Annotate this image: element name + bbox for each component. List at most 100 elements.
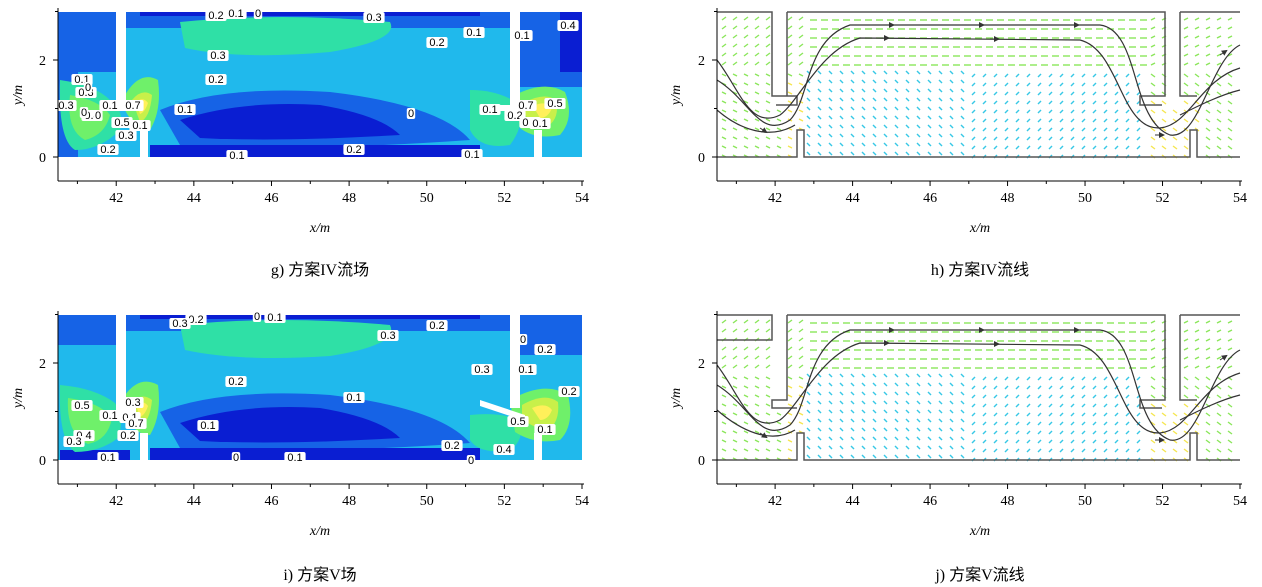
- x-tick-label: 48: [1001, 494, 1015, 509]
- flow-vector: [765, 364, 771, 369]
- flow-vector: [1037, 100, 1042, 105]
- flow-vector: [1070, 403, 1075, 408]
- flow-vector: [861, 115, 866, 120]
- flow-vector: [883, 427, 888, 432]
- flow-vector: [982, 412, 987, 417]
- flow-vector: [1216, 82, 1222, 87]
- flow-vector: [1048, 439, 1053, 444]
- flow-vector: [883, 106, 888, 111]
- flow-vector: [905, 391, 910, 396]
- flow-vector: [1125, 412, 1130, 417]
- flow-vector: [982, 82, 987, 87]
- flow-vector: [1037, 127, 1042, 132]
- flow-vector: [1004, 439, 1009, 444]
- flow-vector: [1037, 430, 1042, 435]
- flow-vector: [1183, 448, 1189, 453]
- flow-vector: [1183, 26, 1189, 30]
- contour-label: 0.7: [128, 418, 143, 430]
- flow-vector: [861, 142, 866, 147]
- flow-vector: [1092, 145, 1097, 150]
- flow-vector: [1172, 430, 1178, 435]
- flow-vector: [971, 394, 976, 399]
- contour-label-bg: [363, 12, 385, 23]
- flow-vector: [850, 409, 855, 414]
- flow-vector: [927, 418, 932, 423]
- flow-vector: [982, 385, 987, 390]
- contour-label: 0.2: [100, 144, 115, 156]
- flow-vector: [993, 448, 998, 453]
- flow-vector: [1114, 403, 1119, 408]
- flow-vector: [1150, 35, 1156, 39]
- flow-vector: [1194, 356, 1200, 360]
- flow-vector: [721, 319, 727, 324]
- flow-vector: [960, 97, 965, 102]
- flow-vector: [1103, 136, 1108, 141]
- flow-vector: [938, 427, 943, 432]
- flow-vector: [927, 151, 932, 156]
- flow-vector: [787, 91, 793, 95]
- flow-vector: [839, 133, 844, 138]
- contour-label: 0.5: [547, 98, 562, 110]
- x-tick-label: 52: [1156, 191, 1170, 206]
- flow-vector: [938, 151, 943, 156]
- flow-vector: [798, 364, 804, 369]
- flow-vector: [1004, 385, 1009, 390]
- flow-vector: [850, 142, 855, 147]
- flow-vector: [1172, 109, 1178, 114]
- contour-label-bg: [129, 120, 151, 131]
- flow-vector: [872, 115, 877, 120]
- flow-vector: [905, 436, 910, 441]
- flow-vector: [949, 400, 954, 405]
- flow-vector: [828, 436, 833, 441]
- flow-vector: [743, 73, 749, 77]
- flow-vector: [765, 328, 771, 333]
- flow-vector: [743, 118, 749, 122]
- flow-vector: [872, 106, 877, 111]
- flow-vector: [1227, 403, 1233, 408]
- flow-vector: [1136, 109, 1141, 114]
- flow-vector: [1092, 403, 1097, 408]
- flow-vector: [1070, 145, 1075, 150]
- flow-vector: [721, 394, 727, 398]
- flow-vector: [806, 133, 811, 138]
- flow-vector: [1227, 109, 1233, 114]
- flow-vector: [1081, 376, 1086, 381]
- flow-vector: [787, 16, 793, 21]
- flow-vector: [1004, 136, 1009, 141]
- flow-vector: [894, 142, 899, 147]
- flow-vector: [1205, 365, 1211, 369]
- flow-vector: [1081, 439, 1086, 444]
- flow-vector: [839, 151, 844, 156]
- flow-vector: [1172, 127, 1178, 132]
- flow-vector: [817, 106, 822, 111]
- flow-vector: [949, 124, 954, 129]
- flow-vector: [1059, 91, 1064, 96]
- contour-label: 0.1: [102, 100, 117, 112]
- flow-vector: [732, 34, 738, 39]
- flow-vector: [806, 454, 811, 459]
- flow-vector: [872, 382, 877, 387]
- flow-vector: [787, 52, 793, 57]
- flow-vector: [1059, 145, 1064, 150]
- flow-vector: [1004, 127, 1009, 132]
- flow-vector: [938, 418, 943, 423]
- flow-vector: [1194, 53, 1200, 57]
- flow-vector: [1161, 448, 1167, 453]
- flow-vector: [787, 43, 793, 48]
- flow-vector: [721, 136, 727, 140]
- flow-vector: [883, 418, 888, 423]
- flow-vector: [721, 145, 727, 149]
- flow-vector: [765, 43, 771, 48]
- contour-label: 0: [95, 110, 101, 122]
- flow-vector: [1059, 385, 1064, 390]
- flow-vector: [754, 412, 760, 416]
- flow-vector: [872, 400, 877, 405]
- flow-vector: [787, 385, 793, 389]
- flow-vector: [1150, 17, 1156, 21]
- flow-vector: [949, 436, 954, 441]
- flow-vector: [1216, 91, 1222, 96]
- flow-vector: [927, 106, 932, 111]
- contour-label: 0.1: [100, 452, 115, 464]
- flow-vector: [1070, 385, 1075, 390]
- flow-vector: [960, 133, 965, 138]
